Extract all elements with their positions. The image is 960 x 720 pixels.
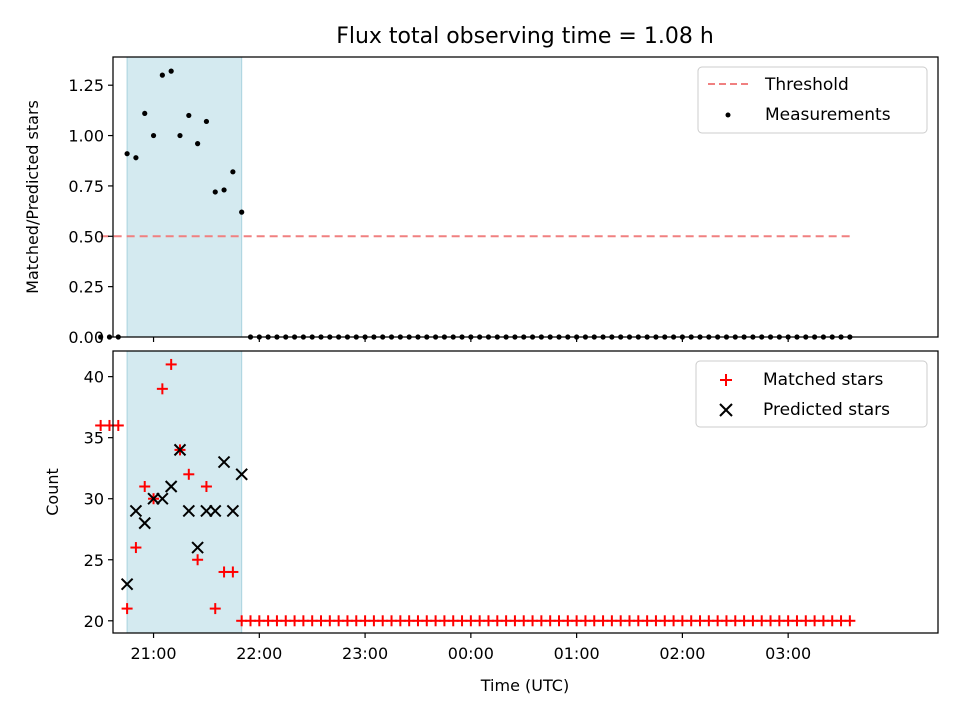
- top-y-tick-label: 1.00: [68, 127, 104, 146]
- measurement-point: [239, 209, 245, 215]
- matched-star-point: [844, 615, 856, 627]
- top-y-tick-label: 0.75: [68, 177, 104, 196]
- bottom-observing-window: [126, 350, 243, 634]
- top-y-tick-label: 0.50: [68, 227, 104, 246]
- predicted-star-point: [217, 455, 231, 469]
- top-y-tick-label: 0.00: [68, 328, 104, 347]
- top-plot-frame: [112, 56, 939, 338]
- top-x-ticks: [152, 337, 789, 342]
- matched-star-point: [121, 603, 133, 615]
- bottom-panel: 20 25 30 35 40 21:00 22:00 23:00 00:00 01:00 02:0…: [43, 350, 939, 695]
- legend-matched-label: Matched stars: [763, 370, 883, 390]
- measurement-point: [212, 189, 218, 195]
- top-y-tick-label: 0.25: [68, 278, 104, 297]
- predicted-star-point: [120, 577, 134, 591]
- predicted-star-point: [156, 492, 169, 505]
- measurement-point: [186, 112, 192, 119]
- matched-star-point: [227, 566, 239, 578]
- measurement-point: [98, 334, 104, 340]
- measurement-point: [124, 151, 130, 157]
- bottom-y-tick-label: 40: [84, 368, 104, 387]
- measurement-point: [195, 141, 201, 147]
- predicted-star-point: [164, 480, 178, 493]
- top-legend-box: [697, 66, 928, 134]
- bottom-legend-box: [695, 360, 928, 428]
- measurement-point: [150, 132, 157, 139]
- matched-star-point: [183, 468, 195, 480]
- legend-threshold-label: Threshold: [764, 75, 849, 95]
- matched-star-point: [200, 481, 212, 493]
- predicted-star-point: [235, 468, 248, 481]
- bottom-x-tick-label: 22:00: [236, 644, 282, 663]
- measurement-point: [221, 187, 227, 193]
- matched-stars-group: [95, 358, 856, 627]
- measurement-point: [133, 155, 139, 161]
- matched-star-point: [156, 383, 168, 395]
- measurement-point: [230, 169, 236, 175]
- top-observing-window: [126, 56, 243, 338]
- top-panel: 0.00 0.25 0.50 0.75 1.00 1.25 Matched/Predict…: [23, 56, 939, 347]
- bottom-plot-frame: [112, 350, 939, 634]
- bottom-legend: Matched stars Predicted stars: [695, 360, 928, 428]
- predicted-star-point: [173, 443, 187, 457]
- legend-measurements-label: Measurements: [765, 105, 891, 125]
- bottom-y-tick-label: 30: [84, 490, 104, 509]
- top-y-ticks: 0.00 0.25 0.50 0.75 1.00 1.25: [68, 76, 113, 347]
- bottom-y-tick-label: 25: [84, 551, 104, 570]
- predicted-star-point: [147, 492, 160, 505]
- predicted-star-point: [138, 516, 151, 530]
- matched-star-point: [139, 481, 151, 493]
- bottom-x-tick-label: 23:00: [342, 644, 388, 663]
- chart-title: Flux total observing time = 1.08 h: [336, 24, 714, 49]
- predicted-star-point: [191, 541, 204, 554]
- predicted-star-point: [226, 504, 240, 518]
- bottom-x-tick-label: 00:00: [448, 644, 494, 663]
- bottom-x-tick-label: 01:00: [554, 644, 600, 663]
- measurement-point: [177, 132, 183, 139]
- matched-star-point: [165, 358, 177, 370]
- x-axis-label: Time (UTC): [480, 676, 569, 695]
- top-y-tick-label: 1.25: [68, 76, 104, 95]
- bottom-y-tick-label: 20: [84, 612, 104, 631]
- predicted-star-point: [129, 504, 143, 518]
- matched-star-point: [130, 542, 142, 554]
- measurement-point: [168, 68, 174, 74]
- legend-predicted-label: Predicted stars: [763, 400, 890, 420]
- measurement-point: [142, 110, 148, 117]
- top-y-axis-label: Matched/Predicted stars: [23, 100, 42, 294]
- bottom-x-tick-label: 03:00: [765, 644, 811, 663]
- predicted-star-point: [209, 504, 222, 518]
- measurement-point: [203, 118, 210, 125]
- bottom-y-tick-label: 35: [84, 429, 104, 448]
- top-legend: Threshold Measurements: [697, 66, 928, 134]
- bottom-y-axis-label: Count: [43, 468, 62, 516]
- legend-matched-swatch: [720, 374, 732, 386]
- measurement-point: [159, 72, 165, 78]
- predicted-star-point: [200, 504, 213, 518]
- legend-predicted-swatch: [719, 403, 733, 417]
- matched-star-point: [192, 554, 204, 566]
- matched-star-point: [209, 603, 221, 615]
- bottom-y-ticks: 20 25 30 35 40: [84, 368, 113, 631]
- legend-measurements-swatch: [725, 112, 731, 118]
- predicted-stars-group: [120, 443, 248, 591]
- bottom-x-tick-label: 21:00: [130, 644, 176, 663]
- predicted-star-point: [182, 504, 196, 518]
- matched-star-point: [112, 419, 124, 431]
- bottom-x-tick-label: 02:00: [659, 644, 705, 663]
- bottom-x-ticks: 21:00 22:00 23:00 00:00 01:00 02:00 03:00: [130, 633, 811, 663]
